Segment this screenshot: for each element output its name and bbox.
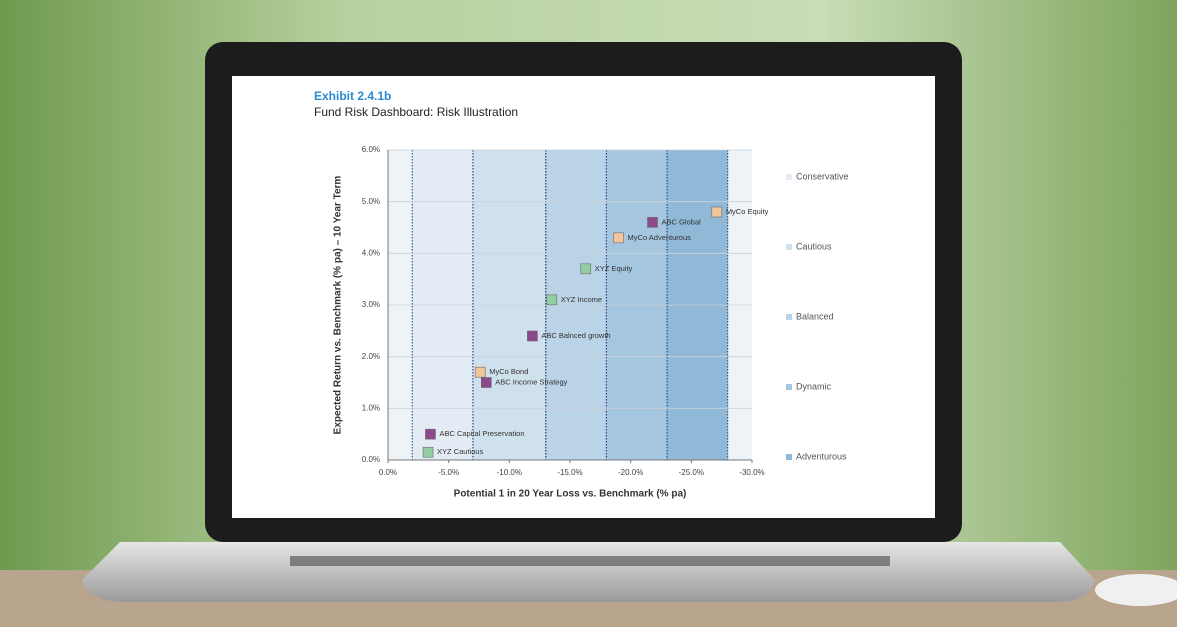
- point-label: XYZ Income: [561, 295, 602, 304]
- x-tick-label: -30.0%: [739, 468, 764, 477]
- legend-swatch: [786, 314, 792, 320]
- legend-swatch: [786, 384, 792, 390]
- x-tick-label: -15.0%: [557, 468, 582, 477]
- legend-swatch: [786, 174, 792, 180]
- y-tick-label: 2.0%: [362, 352, 380, 361]
- data-point: [581, 264, 591, 274]
- data-point: [475, 367, 485, 377]
- y-tick-label: 0.0%: [362, 455, 380, 464]
- x-tick-label: -25.0%: [679, 468, 704, 477]
- data-point: [527, 331, 537, 341]
- legend-swatch: [786, 454, 792, 460]
- laptop-base: [82, 542, 1095, 602]
- data-point: [712, 207, 722, 217]
- x-tick-label: -20.0%: [618, 468, 643, 477]
- x-tick-label: -10.0%: [497, 468, 522, 477]
- legend-label: Adventurous: [796, 451, 847, 461]
- y-tick-label: 3.0%: [362, 300, 380, 309]
- data-point: [547, 295, 557, 305]
- y-axis-label: Expected Return vs. Benchmark (% pa) – 1…: [333, 176, 344, 435]
- point-label: MyCo Equity: [726, 207, 769, 216]
- keyboard: [290, 556, 890, 566]
- data-point: [614, 233, 624, 243]
- x-tick-label: -5.0%: [438, 468, 459, 477]
- point-label: ABC Capital Preservation: [439, 429, 524, 438]
- exhibit: Exhibit 2.4.1b: [314, 89, 391, 103]
- point-label: XYZ Equity: [595, 264, 633, 273]
- x-tick-label: 0.0%: [379, 468, 397, 477]
- point-label: ABC Balnced growth: [541, 331, 610, 340]
- y-tick-label: 5.0%: [362, 197, 380, 206]
- data-point: [423, 447, 433, 457]
- point-label: MyCo Bond: [489, 367, 528, 376]
- x-axis-label: Potential 1 in 20 Year Loss vs. Benchmar…: [454, 489, 687, 500]
- y-tick-label: 1.0%: [362, 403, 380, 412]
- y-tick-label: 4.0%: [362, 248, 380, 257]
- point-label: ABC Global: [662, 217, 702, 226]
- y-tick-label: 6.0%: [362, 145, 380, 154]
- legend-label: Balanced: [796, 311, 834, 321]
- point-label: MyCo Adventurous: [628, 233, 692, 242]
- data-point: [425, 429, 435, 439]
- chart-title: Fund Risk Dashboard: Risk Illustration: [314, 105, 518, 119]
- data-point: [481, 378, 491, 388]
- legend-swatch: [786, 244, 792, 250]
- data-point: [648, 217, 658, 227]
- screenshot: Exhibit 2.4.1b Fund Risk Dashboard: Risk…: [0, 0, 1177, 627]
- legend-label: Cautious: [796, 241, 832, 251]
- point-label: XYZ Cautious: [437, 447, 484, 456]
- legend-label: Dynamic: [796, 381, 832, 391]
- point-label: ABC Income Strategy: [495, 377, 567, 386]
- legend-label: Conservative: [796, 171, 849, 181]
